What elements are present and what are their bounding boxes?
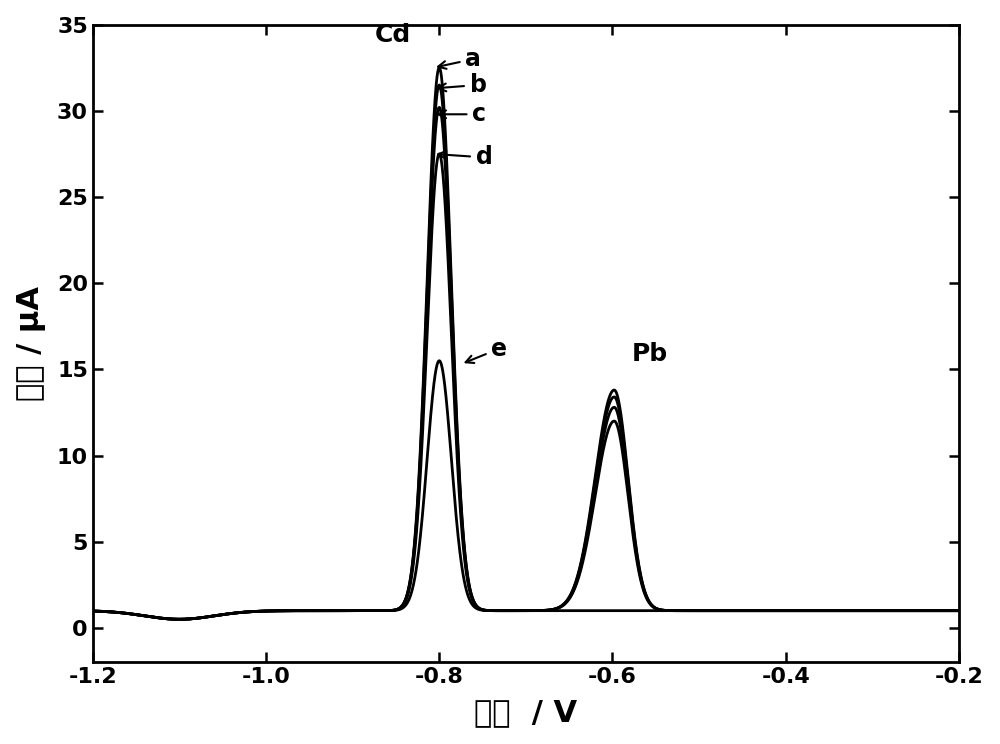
Text: e: e xyxy=(466,337,507,363)
Text: b: b xyxy=(438,73,487,97)
Text: a: a xyxy=(438,47,481,71)
Text: c: c xyxy=(438,102,486,126)
Y-axis label: 电流 / μA: 电流 / μA xyxy=(17,286,46,401)
X-axis label: 电位  / V: 电位 / V xyxy=(474,699,577,728)
Text: Cd: Cd xyxy=(374,23,411,47)
Text: d: d xyxy=(438,145,492,170)
Text: Pb: Pb xyxy=(632,341,668,366)
